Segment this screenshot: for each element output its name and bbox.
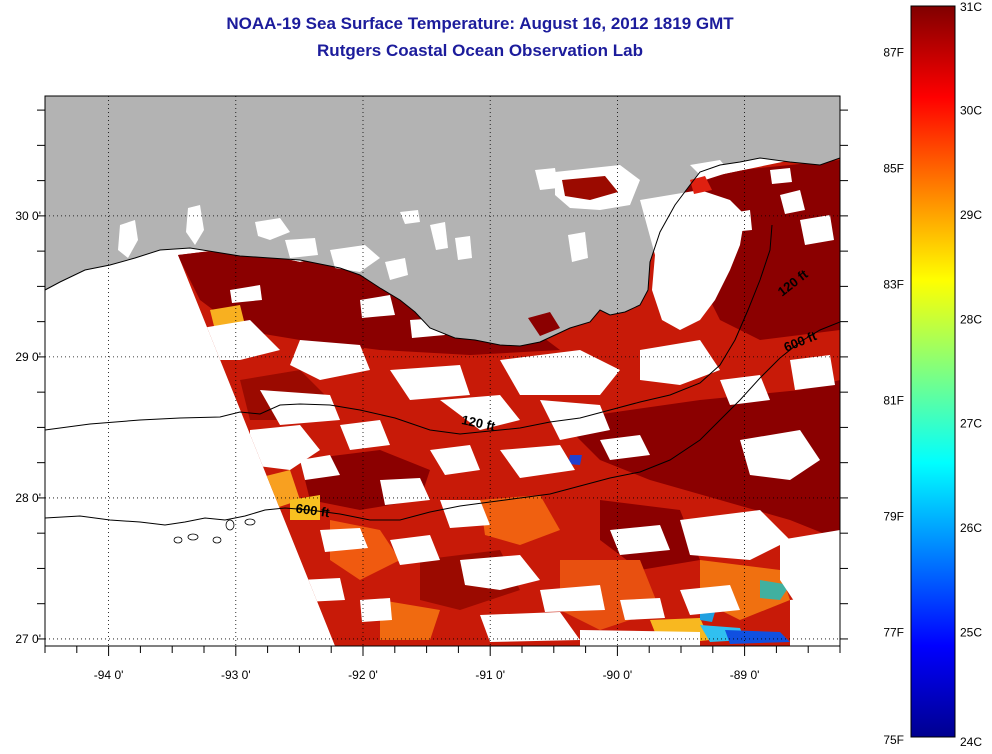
colorbar-celsius-label: 28C (960, 312, 982, 326)
map-title: NOAA-19 Sea Surface Temperature: August … (226, 14, 734, 33)
contour-120ft (45, 224, 773, 435)
longitude-labels: -94 0' -93 0' -92 0' -91 0' -90 0' -89 0' (94, 668, 760, 682)
colorbar-celsius-label: 30C (960, 103, 982, 117)
colorbar-fahrenheit-label: 75F (883, 733, 904, 747)
colorbar-fahrenheit-label: 77F (883, 626, 904, 640)
contour-label: 120 ft (460, 412, 497, 434)
colorbar-celsius-label: 29C (960, 208, 982, 222)
colorbar-celsius-label: 25C (960, 626, 982, 640)
lat-tick-label: 27 0' (15, 632, 41, 646)
colorbar-fahrenheit-label: 87F (883, 45, 904, 59)
colorbar-fahrenheit-label: 81F (883, 394, 904, 408)
lat-tick-label: 30 0' (15, 209, 41, 223)
contour-600ft (45, 321, 840, 526)
inland-water (118, 160, 805, 330)
contour-label: 600 ft (295, 501, 331, 521)
latitude-labels: 30 0' 29 0' 28 0' 27 0' (15, 209, 41, 646)
cloud-gaps (190, 210, 840, 646)
map-border (44, 95, 841, 647)
colorbar-fahrenheit-labels: 87F 85F 83F 81F 79F 77F 75F (883, 45, 904, 747)
colorbar-fahrenheit-label: 85F (883, 161, 904, 175)
lat-tick-label: 28 0' (15, 491, 41, 505)
colorbar-celsius-label: 27C (960, 417, 982, 431)
colorbar-celsius-label: 26C (960, 521, 982, 535)
lon-tick-label: -90 0' (603, 668, 633, 682)
lon-tick-label: -92 0' (348, 668, 378, 682)
lon-tick-label: -91 0' (475, 668, 505, 682)
lon-tick-label: -94 0' (94, 668, 124, 682)
graticule (45, 96, 840, 646)
colorbar-celsius-labels: 31C 30C 29C 28C 27C 26C 25C 24C (960, 0, 982, 749)
colorbar-fahrenheit-label: 79F (883, 510, 904, 524)
lat-tick-label: 29 0' (15, 350, 41, 364)
lon-tick-label: -89 0' (730, 668, 760, 682)
axis-ticks (37, 109, 848, 656)
colorbar-celsius-label: 24C (960, 735, 982, 749)
colorbar-fahrenheit-label: 83F (883, 277, 904, 291)
lon-tick-label: -93 0' (221, 668, 251, 682)
colorbar-gradient (910, 5, 956, 738)
colorbar: 31C 30C 29C 28C 27C 26C 25C 24C 87F 85F 83F 81F 79F… (883, 0, 982, 749)
map-subtitle: Rutgers Coastal Ocean Observation Lab (317, 41, 643, 60)
land-mass (45, 96, 840, 346)
colorbar-celsius-label: 31C (960, 0, 982, 14)
